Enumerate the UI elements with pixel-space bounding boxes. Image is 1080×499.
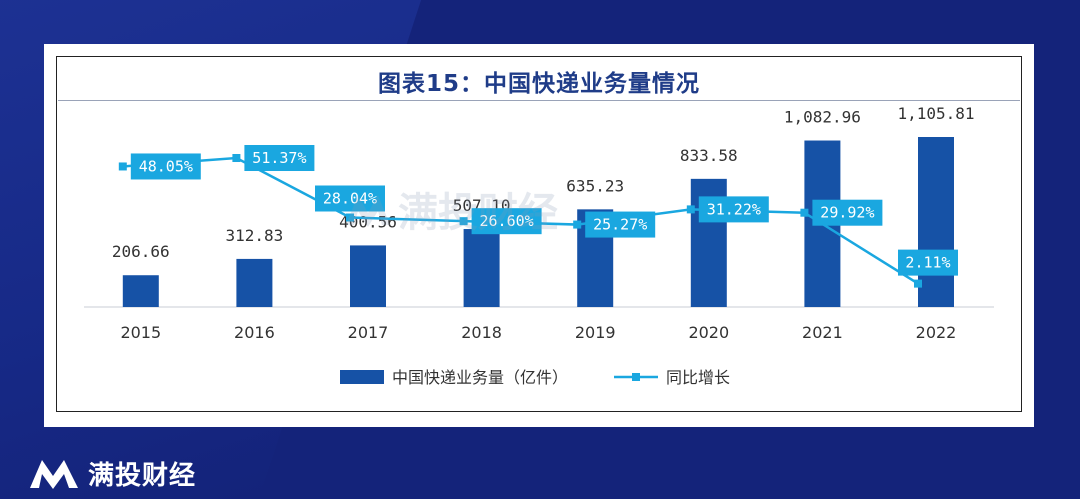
legend-bar-label: 中国快递业务量（亿件） [392, 368, 568, 387]
footer-brand: 满投财经 [28, 455, 196, 491]
growth-label-2017: 28.04% [323, 189, 377, 207]
growth-label-box-2021 [812, 199, 883, 226]
growth-marker-2022 [914, 279, 922, 288]
growth-label-box-2017 [315, 185, 385, 212]
bar-2017 [350, 245, 386, 307]
growth-label-2015: 48.05% [139, 157, 193, 175]
chart-canvas: 206.662015312.832016400.562017507.102018… [84, 104, 994, 387]
legend-line-label: 同比增长 [666, 368, 730, 387]
x-tick-label-2019: 2019 [575, 323, 616, 342]
chart-title: 图表15：中国快递业务量情况 [377, 71, 700, 97]
growth-label-box-2018 [471, 208, 542, 235]
growth-label-2018: 26.60% [480, 212, 534, 230]
growth-label-2016: 51.37% [252, 149, 306, 167]
bar-2015 [122, 275, 159, 307]
x-tick-label-2015: 2015 [120, 323, 161, 342]
chart-frame [56, 56, 1022, 412]
growth-marker-2021 [800, 208, 809, 217]
x-tick-label-2020: 2020 [688, 323, 729, 342]
growth-label-box-2015 [130, 153, 201, 180]
growth-label-box-2019 [585, 211, 656, 238]
title-divider [58, 100, 1020, 101]
bar-value-label-2022: 1,105.81 [897, 104, 974, 123]
growth-marker-2015 [118, 162, 127, 171]
growth-label-box-2016 [244, 145, 315, 172]
bar-2022 [918, 137, 954, 307]
growth-label-box-2022 [898, 249, 958, 276]
x-tick-label-2017: 2017 [348, 323, 389, 342]
bar-value-label-2021: 1,082.96 [784, 108, 861, 127]
bar-value-label-2015: 206.66 [112, 242, 170, 261]
bar-value-label-2019: 635.23 [566, 176, 624, 195]
growth-label-box-2020 [698, 196, 769, 223]
growth-marker-2017 [346, 213, 354, 222]
legend-bar-swatch [340, 370, 384, 384]
bar-value-label-2020: 833.58 [680, 146, 738, 165]
x-tick-label-2016: 2016 [234, 323, 275, 342]
growth-marker-2018 [459, 217, 468, 226]
growth-marker-2020 [686, 205, 695, 214]
x-tick-label-2018: 2018 [461, 323, 502, 342]
growth-label-2022: 2.11% [905, 254, 950, 272]
bar-2016 [236, 258, 273, 307]
growth-marker-2019 [573, 220, 582, 229]
bar-2018 [463, 229, 500, 307]
growth-label-2020: 31.22% [707, 200, 761, 218]
growth-label-2019: 25.27% [593, 216, 647, 234]
legend-line-marker [632, 373, 640, 381]
growth-label-2021: 29.92% [820, 204, 874, 222]
chart-panel: 图表15：中国快递业务量情况 206.66 2015 312.83 2016 400.5… [44, 44, 1034, 427]
growth-marker-2016 [232, 154, 241, 163]
bar-value-label-2016: 312.83 [226, 226, 284, 245]
x-tick-label-2021: 2021 [802, 323, 843, 342]
x-tick-label-2022: 2022 [916, 323, 957, 342]
brand-logo-icon [30, 460, 78, 489]
brand-name: 满投财经 [88, 460, 197, 491]
